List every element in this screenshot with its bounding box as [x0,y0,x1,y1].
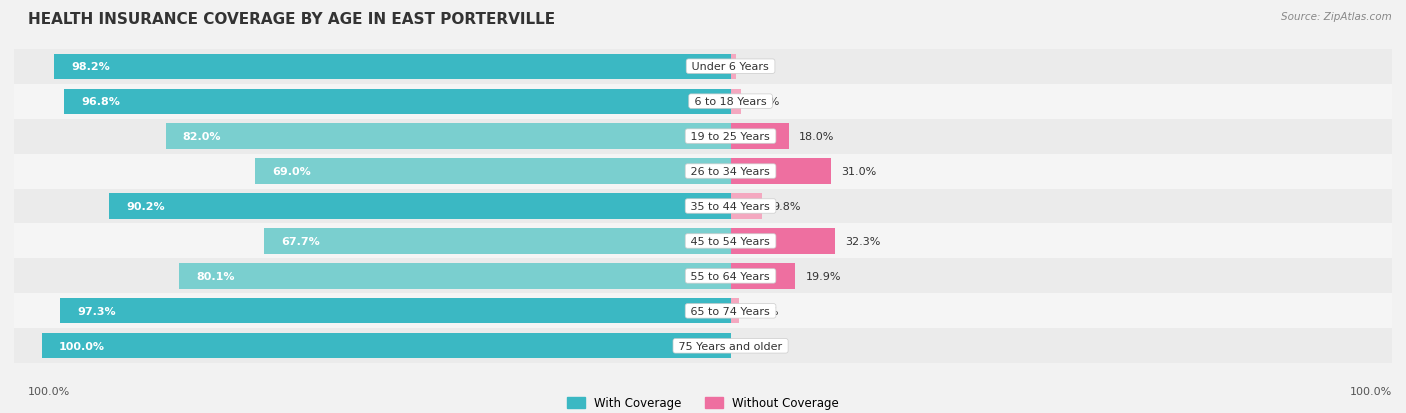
Bar [731,159,831,184]
Text: 90.2%: 90.2% [127,202,165,211]
Legend: With Coverage, Without Coverage: With Coverage, Without Coverage [562,392,844,413]
Text: 100.0%: 100.0% [28,387,70,396]
Bar [731,299,740,324]
Bar [166,124,731,150]
Bar [731,194,762,219]
Text: Under 6 Years: Under 6 Years [689,62,773,72]
Bar [14,329,1392,363]
Text: 100.0%: 100.0% [1350,387,1392,396]
Bar [60,299,731,324]
Text: 2.7%: 2.7% [749,306,778,316]
Bar [179,263,731,289]
Text: 32.3%: 32.3% [845,236,880,247]
Text: 96.8%: 96.8% [82,97,120,107]
Bar [14,119,1392,154]
Text: 97.3%: 97.3% [77,306,117,316]
Text: 3.2%: 3.2% [751,97,780,107]
Text: 67.7%: 67.7% [281,236,321,247]
Bar [14,294,1392,329]
Text: 55 to 64 Years: 55 to 64 Years [688,271,773,281]
Text: 19 to 25 Years: 19 to 25 Years [688,132,773,142]
Text: 35 to 44 Years: 35 to 44 Years [688,202,773,211]
Bar [14,50,1392,84]
Bar [731,89,741,114]
Bar [53,55,731,80]
Text: 9.8%: 9.8% [773,202,801,211]
Text: 69.0%: 69.0% [273,166,311,177]
Text: 1.8%: 1.8% [747,62,775,72]
Text: 19.9%: 19.9% [806,271,841,281]
Text: 82.0%: 82.0% [183,132,221,142]
Bar [731,55,737,80]
Text: 100.0%: 100.0% [59,341,105,351]
Text: 45 to 54 Years: 45 to 54 Years [688,236,773,247]
Bar [14,224,1392,259]
Bar [14,259,1392,294]
Bar [14,154,1392,189]
Text: 80.1%: 80.1% [195,271,235,281]
Bar [731,229,835,254]
Bar [264,229,731,254]
Text: Source: ZipAtlas.com: Source: ZipAtlas.com [1281,12,1392,22]
Bar [731,263,794,289]
Text: 65 to 74 Years: 65 to 74 Years [688,306,773,316]
Bar [110,194,731,219]
Bar [731,124,789,150]
Text: 31.0%: 31.0% [841,166,876,177]
Text: 0.0%: 0.0% [741,341,769,351]
Bar [63,89,731,114]
Bar [14,189,1392,224]
Bar [42,333,731,358]
Bar [256,159,731,184]
Bar [14,84,1392,119]
Text: 18.0%: 18.0% [799,132,835,142]
Text: 26 to 34 Years: 26 to 34 Years [688,166,773,177]
Text: 6 to 18 Years: 6 to 18 Years [690,97,770,107]
Text: HEALTH INSURANCE COVERAGE BY AGE IN EAST PORTERVILLE: HEALTH INSURANCE COVERAGE BY AGE IN EAST… [28,12,555,27]
Text: 98.2%: 98.2% [72,62,110,72]
Text: 75 Years and older: 75 Years and older [675,341,786,351]
